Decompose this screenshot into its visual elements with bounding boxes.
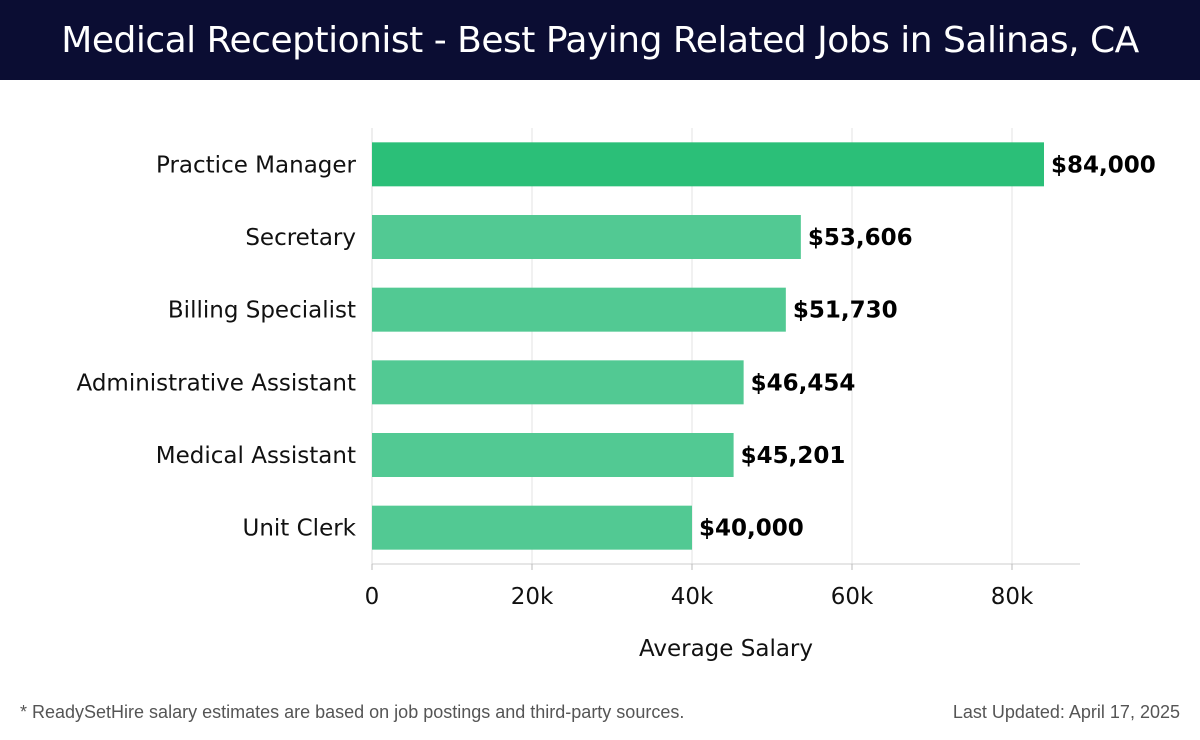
source-note: * ReadySetHire salary estimates are base… [20,702,685,722]
x-tick-label-1: 20k [511,584,554,610]
bar-2 [372,215,801,259]
category-label-5: Medical Assistant [156,443,356,469]
value-label-5: $45,201 [741,443,846,469]
bar-4 [372,360,744,405]
x-tick-label-4: 80k [991,584,1034,610]
value-label-2: $53,606 [808,225,913,251]
category-label-6: Unit Clerk [242,516,356,542]
bar-3 [372,287,786,332]
chart-header: Medical Receptionist - Best Paying Relat… [0,0,1200,80]
bar-6 [372,505,692,550]
category-label-4: Administrative Assistant [76,370,356,396]
x-tick-label-2: 40k [671,584,714,610]
x-axis-title: Average Salary [639,636,813,662]
salary-bar-chart: Practice Manager $84,000 Secretary $53,606 B… [76,128,1156,662]
chart-title: Medical Receptionist - Best Paying Relat… [61,19,1139,61]
x-tick-label-3: 60k [831,584,874,610]
category-label-2: Secretary [245,225,356,251]
value-label-4: $46,454 [751,370,856,396]
value-label-1: $84,000 [1051,152,1156,178]
value-label-3: $51,730 [793,298,898,324]
bar-5 [372,433,734,477]
bar-1 [372,142,1044,187]
last-updated: Last Updated: April 17, 2025 [952,702,1180,722]
category-label-1: Practice Manager [156,152,357,178]
category-label-3: Billing Specialist [168,298,356,324]
x-tick-label-0: 0 [365,584,380,610]
value-label-6: $40,000 [699,516,804,542]
